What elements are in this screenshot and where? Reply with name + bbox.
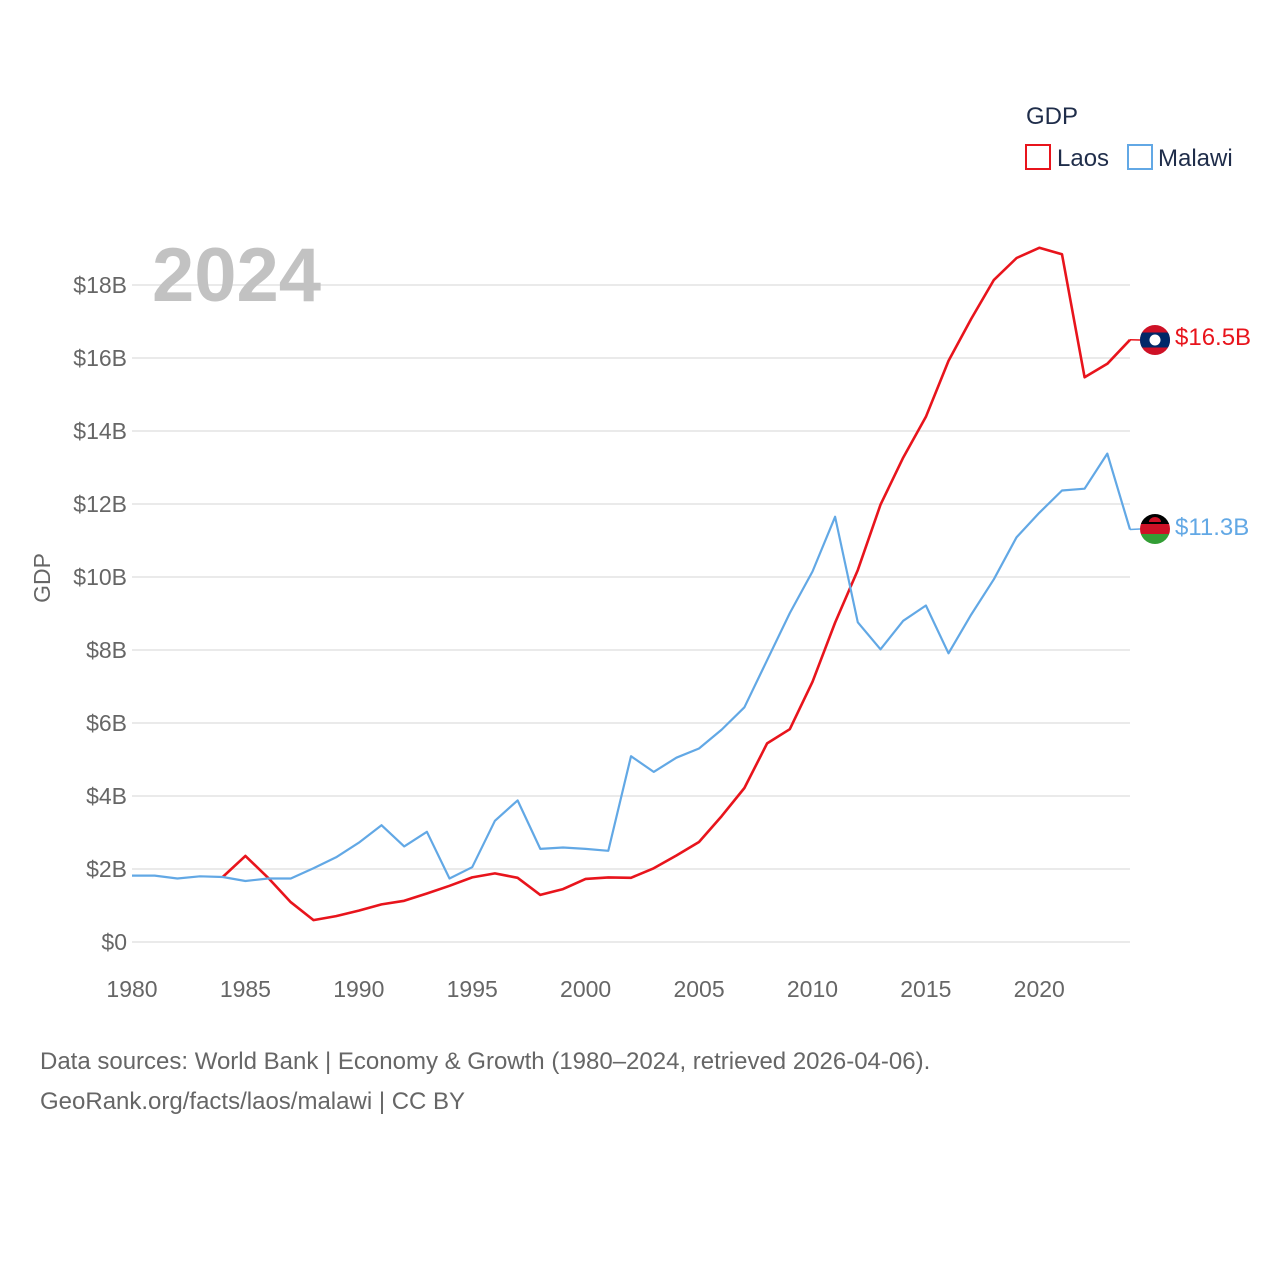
legend-item-laos[interactable]: Laos [1025,144,1109,172]
x-tick-label: 1985 [220,976,271,1002]
series-lines [132,246,1141,922]
y-tick-label: $10B [73,564,127,590]
malawi-end-value: $11.3B [1175,514,1249,541]
y-tick-label: $2B [86,856,127,882]
gdp-line-chart: $0$2B$4B$6B$8B$10B$12B$14B$16B$18B 1980 1… [29,103,1251,1002]
y-axis-label: GDP [29,553,55,603]
attribution-link[interactable]: GeoRank.org/facts/laos/malawi | CC BY [40,1088,466,1115]
legend-title: GDP [1026,103,1078,130]
x-axis-ticks: 1980 1985 1990 1995 2000 2005 2010 2015 2020 [106,976,1064,1002]
legend-label-laos: Laos [1057,145,1109,172]
legend-swatch-laos [1025,144,1051,170]
y-tick-label: $18B [73,272,127,298]
legend-item-malawi[interactable]: Malawi [1127,144,1233,172]
chart-year-title: 2024 [152,233,321,318]
x-tick-label: 2020 [1014,976,1065,1002]
x-tick-label: 2005 [673,976,724,1002]
legend: GDP Laos Malawi [1025,103,1233,172]
x-tick-label: 2000 [560,976,611,1002]
y-tick-label: $6B [86,710,127,736]
y-tick-label: $0 [101,929,127,955]
grid-lines [132,284,1130,943]
footer: Data sources: World Bank | Economy & Gro… [40,1042,930,1122]
y-tick-label: $4B [86,783,127,809]
data-source-note: Data sources: World Bank | Economy & Gro… [40,1048,931,1075]
end-connector-malawi [1129,528,1141,531]
y-tick-label: $14B [73,418,127,444]
series-line-malawi[interactable] [132,452,1132,883]
malawi-flag-icon [1140,514,1170,544]
laos-flag-icon [1140,325,1170,355]
x-tick-label: 2015 [900,976,951,1002]
x-tick-label: 1980 [106,976,157,1002]
laos-end-value: $16.5B [1175,324,1251,351]
x-tick-label: 1990 [333,976,384,1002]
legend-swatch-malawi [1127,144,1153,170]
y-tick-label: $8B [86,637,127,663]
y-tick-label: $16B [73,345,127,371]
legend-label-malawi: Malawi [1158,145,1233,172]
x-tick-label: 1995 [447,976,498,1002]
x-tick-label: 2010 [787,976,838,1002]
series-line-laos[interactable] [221,246,1131,922]
y-axis-ticks: $0 $2B $4B $6B $8B $10B $12B $14B $16B $18B [73,272,127,955]
y-tick-label: $12B [73,491,127,517]
